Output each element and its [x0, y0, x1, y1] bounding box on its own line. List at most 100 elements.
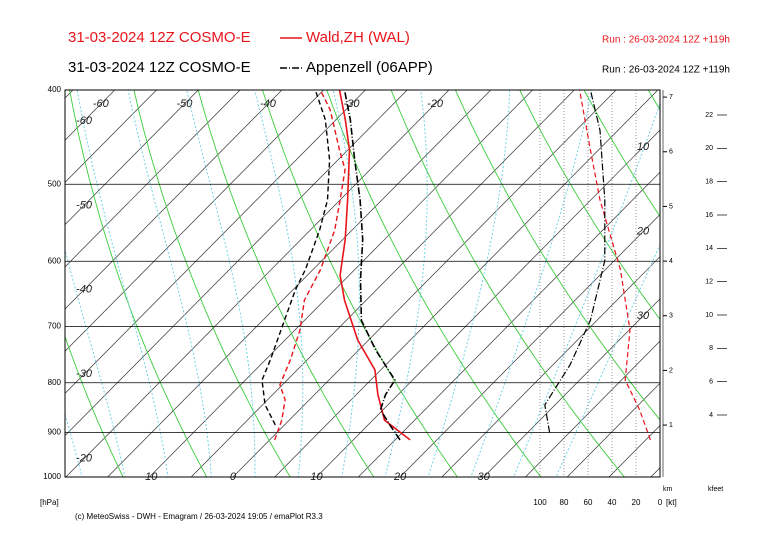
dewpoint-line	[261, 90, 331, 426]
km-tick-label: 4	[669, 258, 673, 265]
km-tick-label: 1	[669, 422, 673, 429]
y-tick-label: 700	[48, 321, 62, 330]
dry-adiabat	[197, 90, 375, 477]
isotherm-label: -40	[260, 98, 277, 110]
temperature-line	[338, 90, 411, 441]
kfeet-tick-label: 10	[705, 312, 713, 319]
wind-tick-label: 40	[608, 498, 617, 507]
moist-adiabat	[384, 90, 428, 477]
isotherm	[65, 90, 450, 477]
kfeet-tick-label: 4	[709, 412, 713, 419]
dewpoint-line	[274, 90, 346, 441]
moist-adiabat	[555, 243, 660, 477]
isotherm	[316, 129, 660, 477]
y-tick-label: 500	[48, 179, 62, 188]
wind-tick-label: 80	[560, 498, 569, 507]
dry-adiabat	[65, 335, 124, 477]
isotherm-label: -20	[427, 98, 444, 110]
dry-adiabat	[133, 90, 291, 477]
kfeet-tick-label: 22	[705, 112, 713, 119]
isotherm-label: -20	[76, 453, 93, 465]
wind-tick-label: 20	[632, 498, 641, 507]
wind-speed-line	[579, 90, 651, 441]
wind-speed-line	[544, 90, 606, 433]
isotherm	[608, 425, 660, 477]
isotherm	[107, 90, 492, 477]
km-tick-label: 7	[669, 94, 673, 101]
wind-tick-label: 0	[658, 498, 663, 507]
profiles	[261, 90, 651, 441]
kfeet-label: kfeet	[708, 486, 723, 493]
model-label: 31-03-2024 12Z COSMO-E	[68, 59, 251, 76]
isotherm-label: -30	[76, 368, 93, 380]
isotherm-label: -30	[344, 98, 361, 110]
wind-tick-label: 100	[533, 498, 547, 507]
isotherm	[65, 90, 157, 183]
background-lines	[65, 90, 660, 477]
model-label: 31-03-2024 12Z COSMO-E	[68, 29, 251, 46]
isotherm-label: -50	[176, 98, 193, 110]
y-tick-label: 900	[48, 428, 62, 437]
plot-frame	[64, 89, 661, 478]
isotherm	[65, 90, 408, 437]
y-tick-label: 800	[48, 378, 62, 387]
isotherm	[190, 90, 575, 477]
dry-adiabat	[390, 90, 626, 477]
y-tick-label: 600	[48, 256, 62, 265]
labels: 100 80 60 40 20 0 400 500 600 700 800 900 1000 -60 -50…	[43, 29, 730, 507]
legend-label: Wald,ZH (WAL)	[306, 29, 410, 46]
isotherm-label: -50	[76, 199, 93, 211]
dry-adiabat	[519, 90, 660, 321]
moist-adiabat	[332, 90, 360, 477]
kfeet-tick-label: 18	[705, 179, 713, 186]
kfeet-tick-label: 14	[705, 245, 713, 252]
isotherm	[65, 90, 325, 352]
temperature-line	[343, 90, 401, 441]
isotherm	[65, 90, 199, 226]
isotherm-label: -60	[93, 98, 110, 110]
wind-tick-label: 60	[584, 498, 593, 507]
dry-adiabat	[583, 90, 660, 218]
isotherm	[566, 382, 660, 477]
moist-adiabat	[65, 247, 126, 477]
footer: (c) MeteoSwiss - DWH - Emagram / 26-03-2…	[75, 512, 323, 521]
kfeet-tick-label: 20	[705, 145, 713, 152]
legend-label: Appenzell (06APP)	[306, 59, 433, 76]
dry-adiabat	[326, 90, 542, 477]
y-axis-label: [hPa]	[40, 498, 59, 507]
isotherm	[232, 90, 617, 477]
kfeet-tick-label: 16	[705, 212, 713, 219]
dry-adiabat	[454, 90, 660, 421]
kfeet-tick-label: 6	[709, 379, 713, 386]
moist-adiabat	[127, 90, 212, 477]
isotherm	[524, 340, 660, 477]
isotherm	[274, 90, 659, 477]
isotherm	[65, 90, 366, 394]
moist-adiabat	[470, 90, 593, 477]
y-tick-label: 1000	[43, 472, 61, 481]
moist-adiabat	[76, 90, 169, 477]
isotherm	[399, 213, 660, 477]
isotherm	[357, 171, 660, 477]
dry-adiabat	[69, 90, 208, 477]
isotherm-label: 30	[637, 310, 650, 322]
run-label: Run : 26-03-2024 12Z +119h	[602, 65, 730, 76]
moist-adiabat	[65, 412, 83, 477]
km-tick-label: 5	[669, 203, 673, 210]
km-tick-label: 6	[669, 149, 673, 156]
kfeet-tick-label: 12	[705, 279, 713, 286]
run-label: Run : 26-03-2024 12Z +119h	[602, 35, 730, 46]
isotherm-label: -40	[76, 284, 93, 296]
wind-label: [kt]	[666, 498, 677, 507]
moist-adiabat	[512, 101, 660, 477]
kfeet-tick-label: 8	[709, 345, 713, 352]
km-label: km	[663, 486, 673, 493]
isotherm-label: 20	[636, 226, 650, 238]
isotherm	[65, 90, 283, 310]
isotherm-label: -60	[76, 115, 93, 127]
km-tick-label: 3	[669, 313, 673, 320]
isotherm	[65, 90, 241, 268]
y-tick-label: 400	[48, 85, 62, 94]
moist-adiabat	[427, 90, 511, 477]
